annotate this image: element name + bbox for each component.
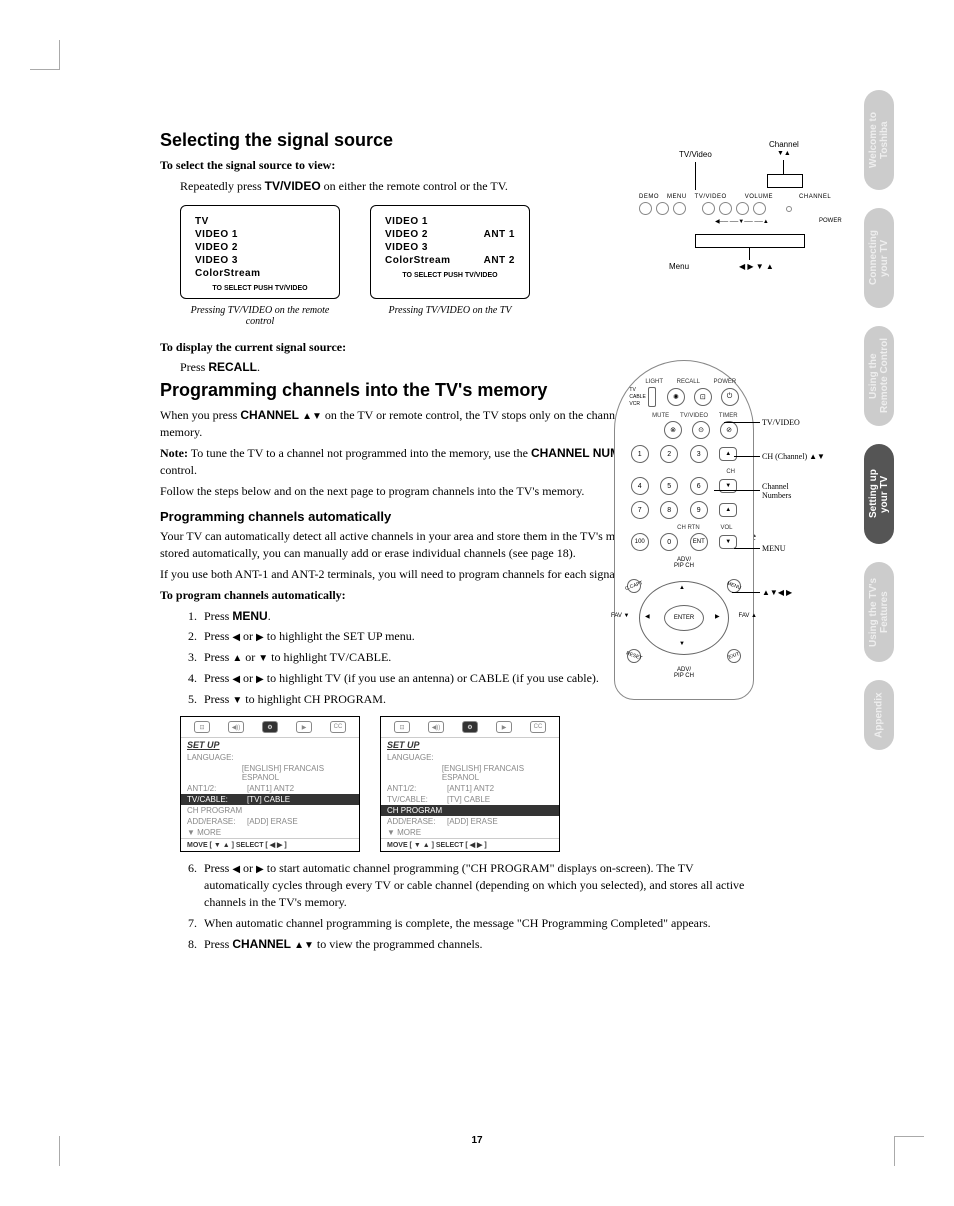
menu-screenshots: ⊡◀))⚙▶CC SET UP LANGUAGE: [ENGLISH] FRAN…	[180, 716, 760, 852]
remote-diagram: LIGHTRECALLPOWER TV CABLE VCR ✺⊡⏻ MUTETV…	[614, 360, 864, 700]
heading-signal-source: Selecting the signal source	[160, 130, 760, 151]
step-6: Press ◀ or ▶ to start automatic channel …	[200, 860, 760, 911]
crop-mark	[894, 1136, 924, 1166]
page-number: 17	[471, 1135, 482, 1146]
side-tabs: Welcome to Toshiba Connecting your TV Us…	[864, 90, 894, 750]
menu-screen-2: ⊡◀))⚙▶CC SET UP LANGUAGE: [ENGLISH] FRAN…	[380, 716, 560, 852]
display-lead: To display the current signal source:	[160, 339, 760, 356]
tab-features: Using the TV's Features	[864, 562, 894, 662]
tab-appendix: Appendix	[864, 680, 894, 750]
osd-tv: VIDEO 1 VIDEO 2ANT 1 VIDEO 3 ColorStream…	[370, 205, 530, 299]
step-7: When automatic channel programming is co…	[200, 915, 760, 932]
crop-mark	[30, 40, 60, 70]
step-8: Press CHANNEL ▲▼ to view the programmed …	[200, 936, 760, 953]
select-body: Repeatedly press TV/VIDEO on either the …	[180, 178, 760, 195]
tab-setting-up: Setting up your TV	[864, 444, 894, 544]
osd-row: TV VIDEO 1 VIDEO 2 VIDEO 3 ColorStream T…	[180, 205, 760, 299]
tab-remote: Using the Remote Control	[864, 326, 894, 426]
steps-list-2: Press ◀ or ▶ to start automatic channel …	[200, 860, 760, 952]
tab-welcome: Welcome to Toshiba	[864, 90, 894, 190]
osd-remote: TV VIDEO 1 VIDEO 2 VIDEO 3 ColorStream T…	[180, 205, 340, 299]
crop-mark	[30, 1136, 60, 1166]
menu-screen-1: ⊡◀))⚙▶CC SET UP LANGUAGE: [ENGLISH] FRAN…	[180, 716, 360, 852]
osd-captions: Pressing TV/VIDEO on the remote control …	[180, 305, 760, 327]
tab-connecting: Connecting your TV	[864, 208, 894, 308]
select-lead: To select the signal source to view:	[160, 157, 760, 174]
